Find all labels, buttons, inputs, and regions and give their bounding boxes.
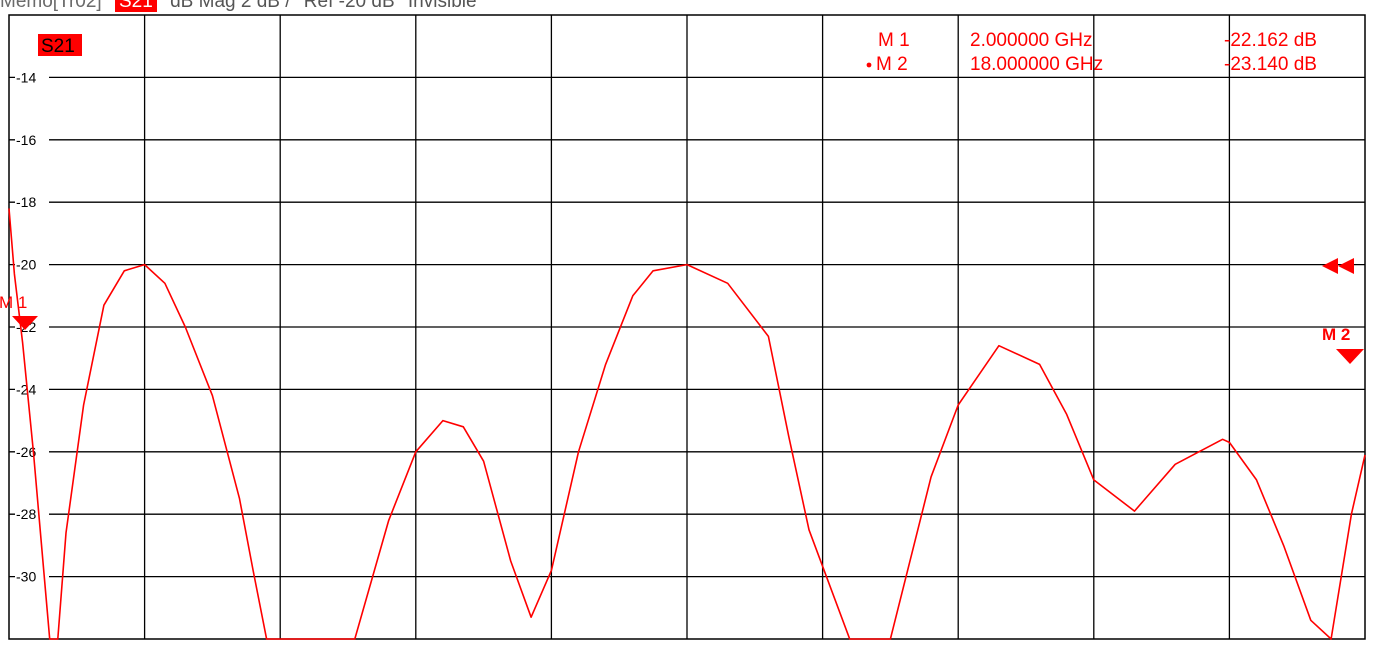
y-tick-label-background <box>15 193 49 212</box>
y-tick-label-background <box>15 380 49 399</box>
trace-header: Memo[Tr02] S21 dB Mag 2 dB / Ref -20 dB … <box>0 0 477 15</box>
marker-2-value: -23.140 dB <box>1224 54 1317 75</box>
marker-1-triangle-icon[interactable] <box>12 316 38 330</box>
marker-1-frequency: 2.000000 GHz <box>970 30 1093 51</box>
format-label[interactable]: dB Mag <box>170 0 236 12</box>
y-tick-label-background <box>15 442 49 461</box>
active-marker-dot <box>866 62 872 68</box>
y-tick-label: -14 <box>16 69 36 85</box>
y-tick-label-background <box>15 68 49 87</box>
trace-name-badge[interactable]: S21 <box>115 0 157 12</box>
grid-horizontal-lines <box>9 76 1365 578</box>
y-axis-tick-labels: -14-16-18-20-22-24-26-28-30 <box>15 68 49 586</box>
y-tick-label-background <box>15 567 49 586</box>
memo-label: Memo[Tr02] <box>0 0 102 12</box>
y-tick-label: -28 <box>16 506 36 522</box>
marker-1-value: -22.162 dB <box>1224 30 1317 51</box>
y-tick-label: -20 <box>16 257 36 273</box>
marker-2-label[interactable]: M 2 <box>876 54 908 75</box>
reference-level-arrow-icon[interactable] <box>1322 258 1354 274</box>
marker-2-indicator[interactable]: M 2 <box>1322 325 1364 364</box>
marker-2-frequency: 18.000000 GHz <box>970 54 1103 75</box>
scale-label[interactable]: 2 dB / <box>240 0 291 12</box>
y-tick-label: -18 <box>16 194 36 210</box>
trace-badge-box <box>38 34 82 56</box>
visibility-label: Invisible <box>407 0 477 12</box>
y-tick-label: -24 <box>16 381 36 397</box>
marker-1-indicator[interactable]: M 1 <box>0 293 38 330</box>
y-tick-label: -30 <box>16 569 36 585</box>
marker-1-tag: M 1 <box>0 293 27 312</box>
marker-readout-table: M 1 2.000000 GHz -22.162 dB M 2 18.00000… <box>866 30 1317 75</box>
marker-1-label[interactable]: M 1 <box>878 30 910 51</box>
y-tick-label: -26 <box>16 444 36 460</box>
s21-trace-line <box>8 208 1366 640</box>
y-tick-label-background <box>15 255 49 274</box>
trace-badge-label[interactable]: S21 <box>41 36 75 57</box>
y-tick-label-background <box>15 130 49 149</box>
y-tick-label: -16 <box>16 132 36 148</box>
ref-label[interactable]: Ref -20 dB <box>303 0 395 12</box>
marker-2-triangle-icon[interactable] <box>1336 349 1364 364</box>
marker-2-tag: M 2 <box>1322 325 1350 344</box>
y-tick-label-background <box>15 505 49 524</box>
